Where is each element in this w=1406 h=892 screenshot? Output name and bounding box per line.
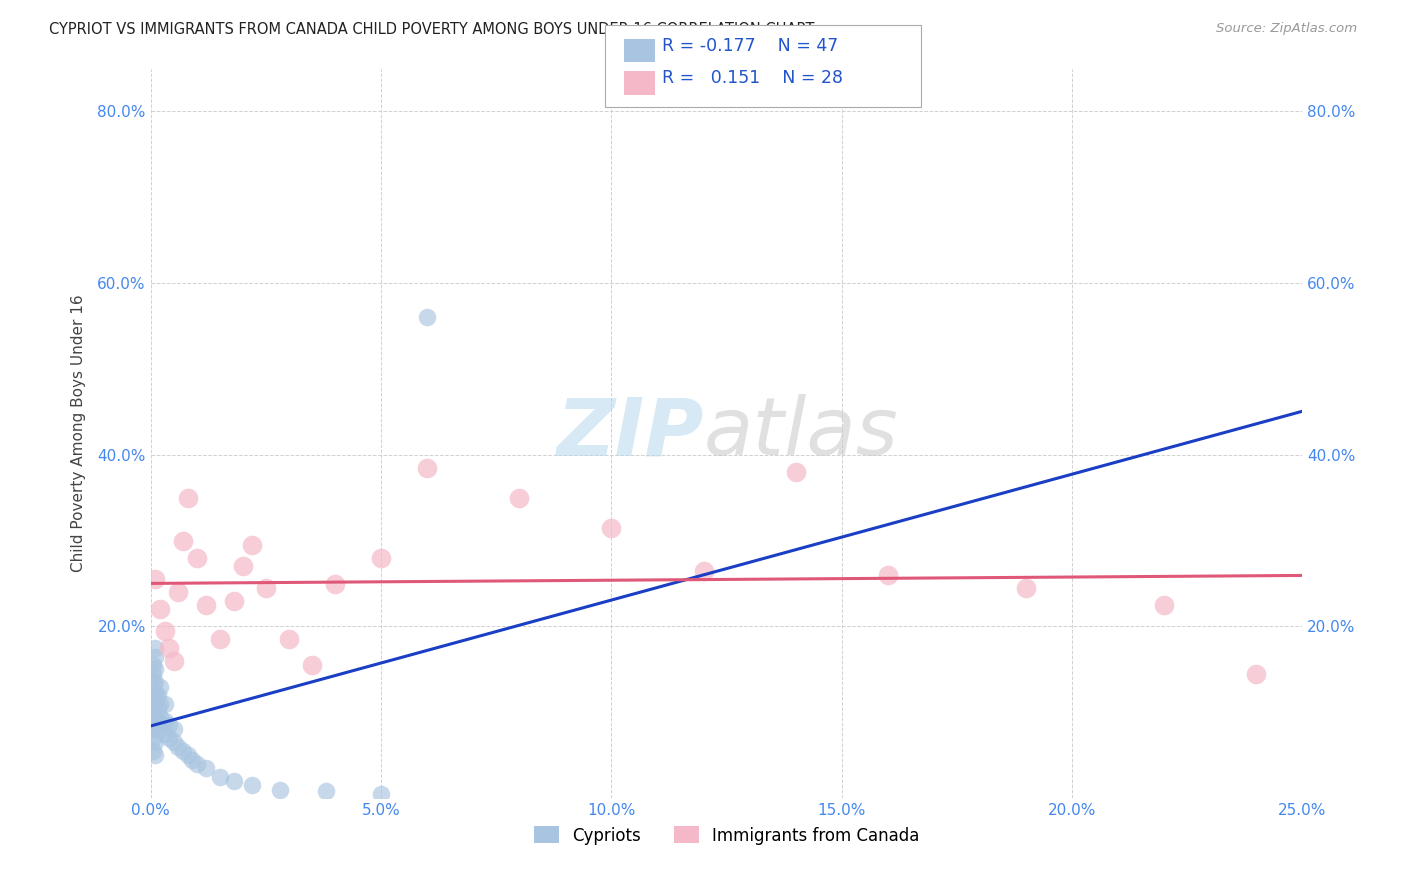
Point [301, 658, 323, 673]
Point [416, 460, 439, 475]
Point [167, 585, 190, 599]
Point [146, 701, 169, 715]
Point [163, 654, 186, 668]
Point [143, 723, 166, 737]
Point [370, 550, 392, 565]
Point [195, 598, 218, 612]
Point [254, 581, 277, 595]
Point [149, 680, 172, 694]
Point [143, 649, 166, 664]
Point [153, 697, 176, 711]
Point [785, 465, 807, 479]
Point [142, 675, 165, 690]
Text: R =   0.151    N = 28: R = 0.151 N = 28 [662, 69, 844, 87]
Point [176, 748, 198, 763]
Y-axis label: Child Poverty Among Boys Under 16: Child Poverty Among Boys Under 16 [72, 294, 86, 572]
Point [143, 675, 166, 690]
Point [143, 572, 166, 586]
Point [142, 723, 165, 737]
Point [692, 564, 714, 578]
Point [143, 640, 166, 655]
Point [195, 761, 218, 775]
Point [149, 697, 172, 711]
Point [176, 491, 198, 505]
Point [323, 576, 346, 591]
Point [157, 731, 180, 745]
Point [146, 688, 169, 702]
Point [153, 624, 176, 638]
Text: Source: ZipAtlas.com: Source: ZipAtlas.com [1216, 22, 1357, 36]
Point [143, 697, 166, 711]
Point [186, 756, 208, 771]
Point [149, 602, 172, 616]
Point [153, 714, 176, 728]
Point [149, 709, 172, 723]
Point [142, 692, 165, 706]
Point [416, 310, 439, 325]
Point [142, 731, 165, 745]
Point [240, 778, 263, 792]
Point [370, 787, 392, 801]
Point [240, 538, 263, 552]
Point [149, 723, 172, 737]
Point [186, 550, 208, 565]
Point [143, 735, 166, 749]
Point [1246, 666, 1268, 681]
Point [167, 739, 190, 754]
Point [277, 632, 299, 647]
Point [153, 727, 176, 741]
Point [142, 683, 165, 698]
Point [600, 521, 623, 535]
Point [315, 784, 337, 798]
Point [208, 770, 231, 784]
Point [143, 688, 166, 702]
Point [142, 706, 165, 720]
Point [142, 666, 165, 681]
Point [142, 658, 165, 673]
Point [172, 533, 194, 548]
Point [142, 744, 165, 758]
Point [508, 491, 530, 505]
Point [143, 662, 166, 676]
Point [222, 593, 245, 607]
Point [222, 774, 245, 789]
Text: atlas: atlas [703, 394, 898, 473]
Point [143, 709, 166, 723]
Point [269, 782, 291, 797]
Point [1153, 598, 1175, 612]
Point [157, 640, 180, 655]
Legend: Cypriots, Immigrants from Canada: Cypriots, Immigrants from Canada [533, 826, 920, 845]
Point [157, 718, 180, 732]
Point [208, 632, 231, 647]
Point [146, 714, 169, 728]
Text: R = -0.177    N = 47: R = -0.177 N = 47 [662, 37, 838, 54]
Point [143, 748, 166, 763]
Point [163, 735, 186, 749]
Point [876, 568, 898, 582]
Point [142, 714, 165, 728]
Point [172, 744, 194, 758]
Point [1015, 581, 1038, 595]
Point [181, 752, 204, 766]
Text: ZIP: ZIP [557, 394, 703, 473]
Point [232, 559, 254, 574]
Point [163, 723, 186, 737]
Text: CYPRIOT VS IMMIGRANTS FROM CANADA CHILD POVERTY AMONG BOYS UNDER 16 CORRELATION : CYPRIOT VS IMMIGRANTS FROM CANADA CHILD … [49, 22, 814, 37]
